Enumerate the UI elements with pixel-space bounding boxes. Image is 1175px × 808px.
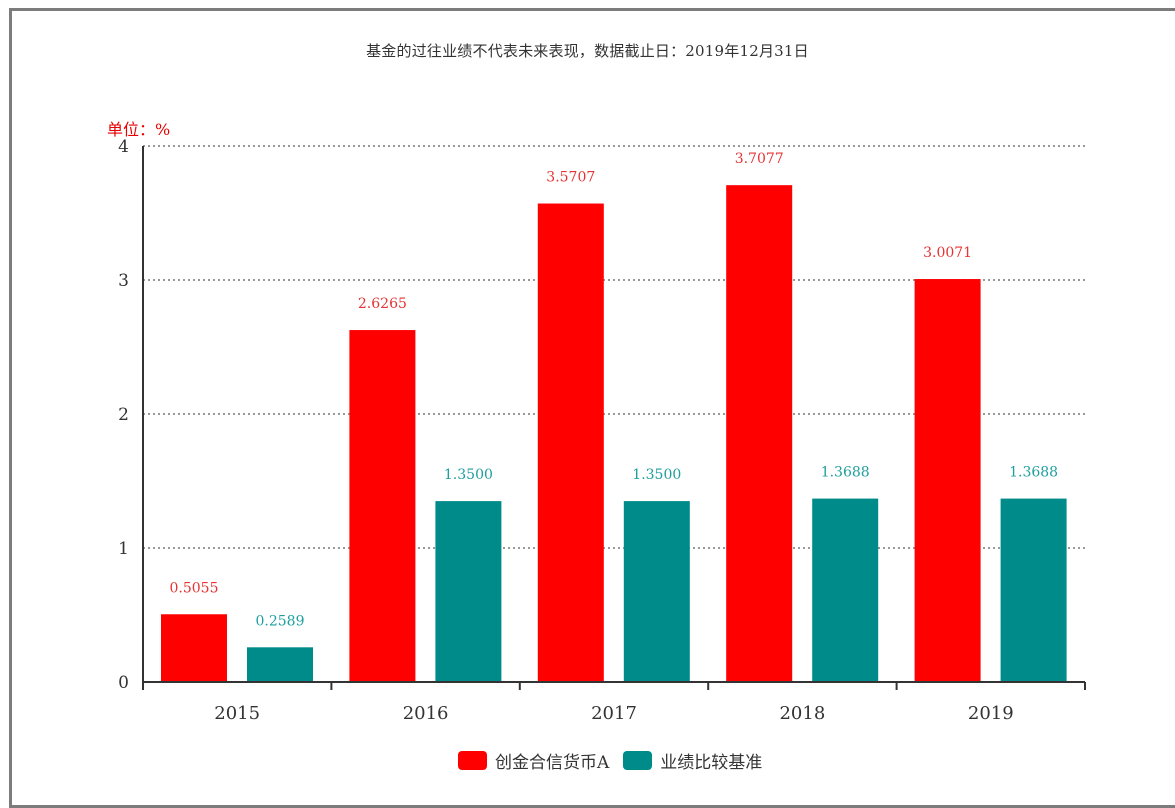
bar-series-a-2018 [726, 185, 793, 682]
data-label-series-b-2017: 1.3500 [632, 467, 681, 483]
bar-series-a-2017 [537, 203, 604, 683]
bar-series-a-2016 [349, 330, 416, 682]
data-label-series-a-2016: 2.6265 [358, 296, 407, 312]
legend-item-series-a[interactable]: 创金合信货币A [458, 748, 609, 773]
y-tick-label-1: 1 [118, 539, 129, 559]
legend-swatch-series-a [458, 751, 487, 770]
legend-label-series-a: 创金合信货币A [495, 753, 610, 773]
data-label-series-b-2019: 1.3688 [1009, 465, 1058, 481]
y-tick-label-0: 0 [118, 673, 129, 693]
bar-series-b-2016 [435, 501, 502, 682]
legend: 创金合信货币A 业绩比较基准 [458, 748, 776, 773]
x-tick-label-2019: 2019 [968, 703, 1014, 724]
y-tick-label-4: 4 [118, 137, 129, 157]
unit-label: 单位：% [107, 120, 171, 139]
chart-caption: 基金的过往业绩不代表未来表现，数据截止日：2019年12月31日 [366, 42, 809, 60]
bar-series-b-2015 [247, 647, 313, 682]
bar-series-a-2019 [914, 279, 981, 682]
x-tick-label-2018: 2018 [779, 703, 825, 724]
x-tick-label-2015: 2015 [214, 703, 260, 724]
bar-series-b-2018 [812, 498, 879, 682]
data-label-series-a-2018: 3.7077 [735, 151, 784, 167]
x-tick-label-2016: 2016 [403, 703, 449, 724]
legend-item-series-b[interactable]: 业绩比较基准 [623, 748, 762, 773]
bar-series-b-2019 [1000, 498, 1067, 682]
data-label-series-a-2017: 3.5707 [546, 170, 595, 186]
data-label-series-b-2016: 1.3500 [444, 467, 493, 483]
data-label-series-a-2015: 0.5055 [170, 580, 219, 596]
data-label-series-b-2018: 1.3688 [821, 465, 870, 481]
legend-swatch-series-b [623, 751, 653, 770]
data-label-series-b-2015: 0.2589 [256, 613, 305, 629]
legend-label-series-b: 业绩比较基准 [660, 753, 763, 773]
x-tick-label-2017: 2017 [591, 703, 637, 724]
y-tick-label-2: 2 [118, 405, 129, 425]
bar-series-a-2015 [161, 614, 227, 682]
bar-chart: 0 1 2 3 4 0.5055 0.2589 2.6265 1.3500 3.5707 1.350… [118, 137, 1086, 724]
y-tick-label-3: 3 [118, 271, 129, 291]
data-label-series-a-2019: 3.0071 [923, 245, 972, 261]
bar-series-b-2017 [623, 501, 690, 682]
